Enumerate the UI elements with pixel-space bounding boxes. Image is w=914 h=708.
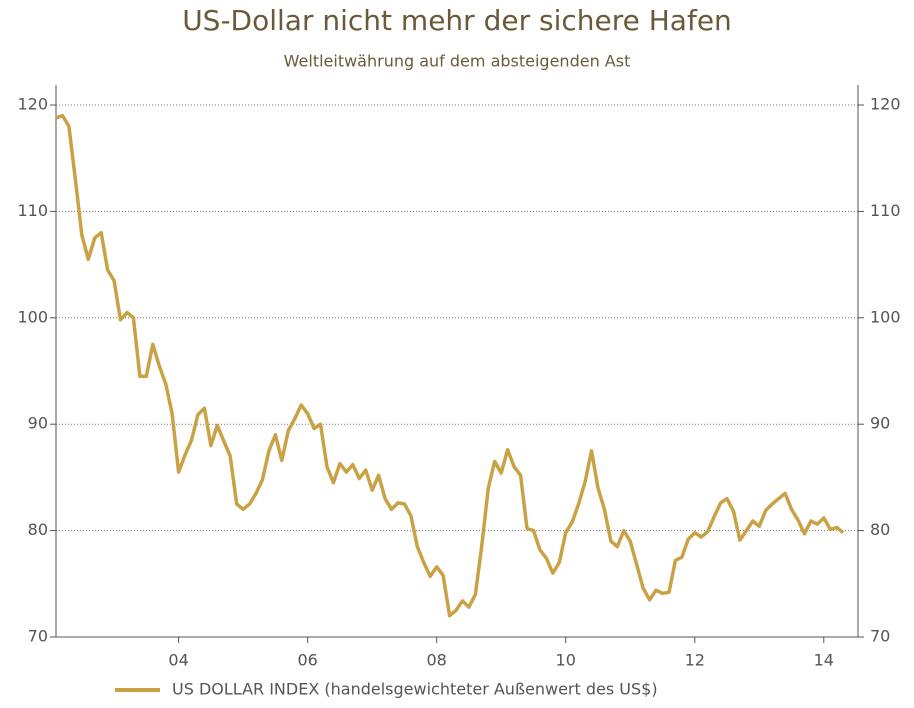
y-tick-label: 100 — [17, 307, 48, 326]
x-tick-label: 04 — [168, 651, 188, 670]
y-tick-label: 120 — [17, 95, 48, 114]
y-tick-label: 80 — [28, 520, 48, 539]
x-tick-label: 12 — [685, 651, 705, 670]
chart-subtitle: Weltleitwährung auf dem absteigenden Ast — [284, 52, 631, 71]
y2-tick-label: 80 — [870, 520, 890, 539]
y-tick-label: 90 — [28, 414, 48, 433]
chart-title: US-Dollar nicht mehr der sichere Hafen — [182, 4, 732, 37]
x-tick-label: 14 — [814, 651, 834, 670]
line-series — [55, 113, 845, 618]
y2-tick-label: 110 — [870, 201, 901, 220]
y2-tick-label: 70 — [870, 627, 890, 646]
legend-label: US DOLLAR INDEX (handelsgewichteter Auße… — [172, 680, 658, 699]
y-tick-label: 70 — [28, 627, 48, 646]
x-tick-label: 08 — [426, 651, 446, 670]
x-tick-label: 06 — [297, 651, 317, 670]
y2-tick-label: 100 — [870, 307, 901, 326]
y2-tick-label: 120 — [870, 95, 901, 114]
y2-tick-label: 90 — [870, 414, 890, 433]
x-tick-label: 10 — [556, 651, 576, 670]
y-tick-label: 110 — [17, 201, 48, 220]
